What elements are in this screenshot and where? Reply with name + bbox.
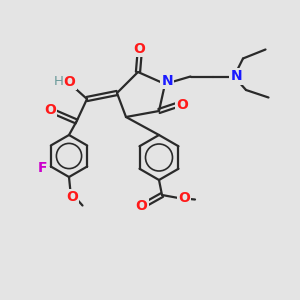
Text: O: O <box>136 200 148 213</box>
Text: N: N <box>231 70 242 83</box>
Text: F: F <box>38 161 47 175</box>
Text: O: O <box>44 103 56 116</box>
Text: H: H <box>54 75 63 88</box>
Text: O: O <box>66 190 78 204</box>
Text: O: O <box>64 75 76 89</box>
Text: O: O <box>176 98 188 112</box>
Text: N: N <box>162 74 173 88</box>
Text: O: O <box>134 42 146 56</box>
Text: O: O <box>178 191 190 205</box>
